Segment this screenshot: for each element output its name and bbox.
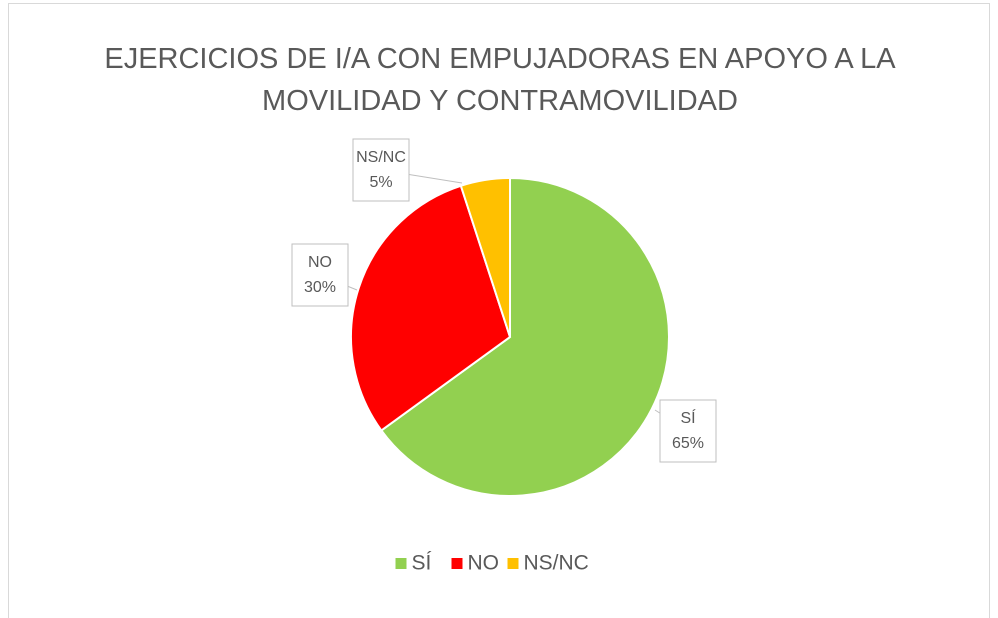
legend-label: NO [468,552,500,575]
pie-slice [459,176,511,338]
data-label-value: 65% [672,435,704,452]
legend-swatch [395,558,407,569]
legend-swatch [507,558,519,569]
chart-frame [8,3,990,618]
pie-slice [379,176,670,497]
callout-box [659,399,717,463]
data-label-value: 5% [369,174,392,191]
pie-slice [350,184,512,432]
data-label-category: SÍ [680,408,696,427]
chart-title: EJERCICIOS DE I/A CON EMPUJADORAS EN APO… [104,43,896,117]
legend-swatch [451,558,463,569]
legend-label: NS/NC [524,552,589,575]
data-label-category: NO [308,254,332,271]
callout-box [352,138,410,202]
data-label-value: 30% [304,279,336,296]
legend-label: SÍ [412,552,432,575]
callout-box [291,243,349,307]
data-label-category: NS/NC [356,149,406,166]
